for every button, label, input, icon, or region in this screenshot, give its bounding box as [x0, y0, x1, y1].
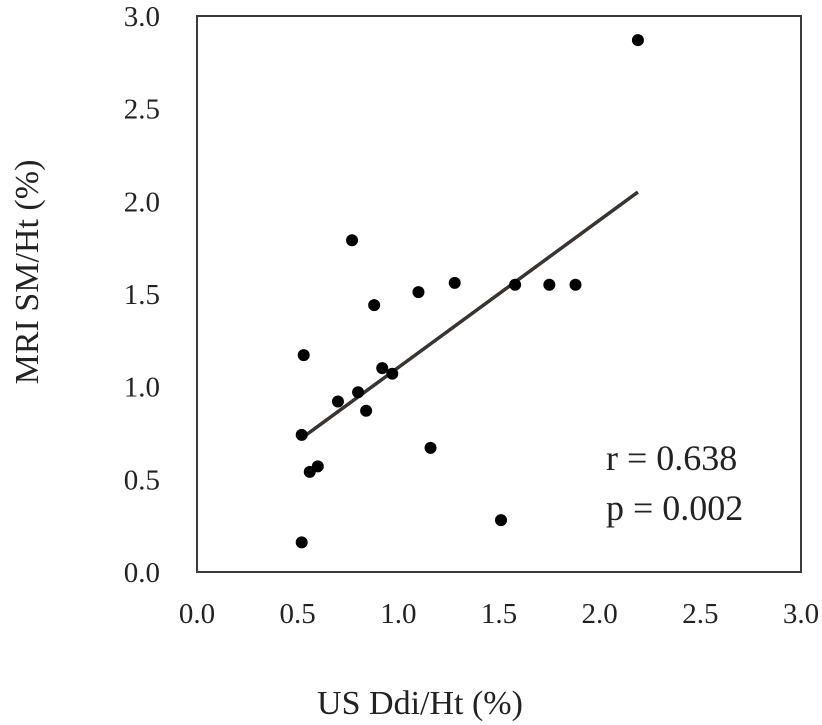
data-point [448, 276, 461, 289]
y-tick-label: 0.0 [124, 557, 160, 589]
y-tick-label: 2.5 [124, 94, 160, 126]
data-point [360, 404, 373, 417]
x-axis-title: US Ddi/Ht (%) [317, 685, 523, 722]
data-point [295, 428, 308, 441]
x-tick-label: 1.0 [380, 598, 416, 630]
y-axis-title: MRI SM/Ht (%) [9, 160, 46, 385]
data-point [412, 286, 425, 299]
data-point [295, 536, 308, 549]
data-point [631, 34, 644, 47]
correlation-r-label: r = 0.638 [606, 438, 737, 478]
p-value-label: p = 0.002 [606, 488, 743, 528]
x-tick-label: 1.5 [481, 598, 517, 630]
data-point [346, 234, 359, 247]
x-tick-label: 2.0 [582, 598, 618, 630]
trendline [302, 190, 639, 439]
data-point [509, 278, 522, 291]
y-tick-label: 1.5 [124, 279, 160, 311]
data-point [331, 395, 344, 408]
data-point [386, 367, 399, 380]
data-point [424, 441, 437, 454]
y-tick-label: 2.0 [124, 186, 160, 218]
data-point [297, 349, 310, 362]
data-point [368, 299, 381, 312]
x-tick-labels: 0.0 0.5 1.0 1.5 2.0 2.5 3.0 [179, 598, 819, 630]
y-tick-labels: 0.0 0.5 1.0 1.5 2.0 2.5 3.0 [124, 1, 160, 589]
data-point [495, 514, 508, 527]
data-point [376, 362, 389, 375]
data-point [543, 278, 556, 291]
y-tick-label: 3.0 [124, 1, 160, 33]
data-point [352, 386, 365, 399]
y-tick-label: 1.0 [124, 372, 160, 404]
x-tick-label: 3.0 [783, 598, 819, 630]
data-points [295, 34, 644, 549]
data-point [569, 278, 582, 291]
x-tick-label: 0.0 [179, 598, 215, 630]
x-tick-label: 2.5 [682, 598, 718, 630]
plot-area-frame [196, 15, 802, 573]
data-point [311, 460, 324, 473]
trendline-group [302, 190, 639, 439]
y-tick-label: 0.5 [124, 464, 160, 496]
x-tick-label: 0.5 [280, 598, 316, 630]
